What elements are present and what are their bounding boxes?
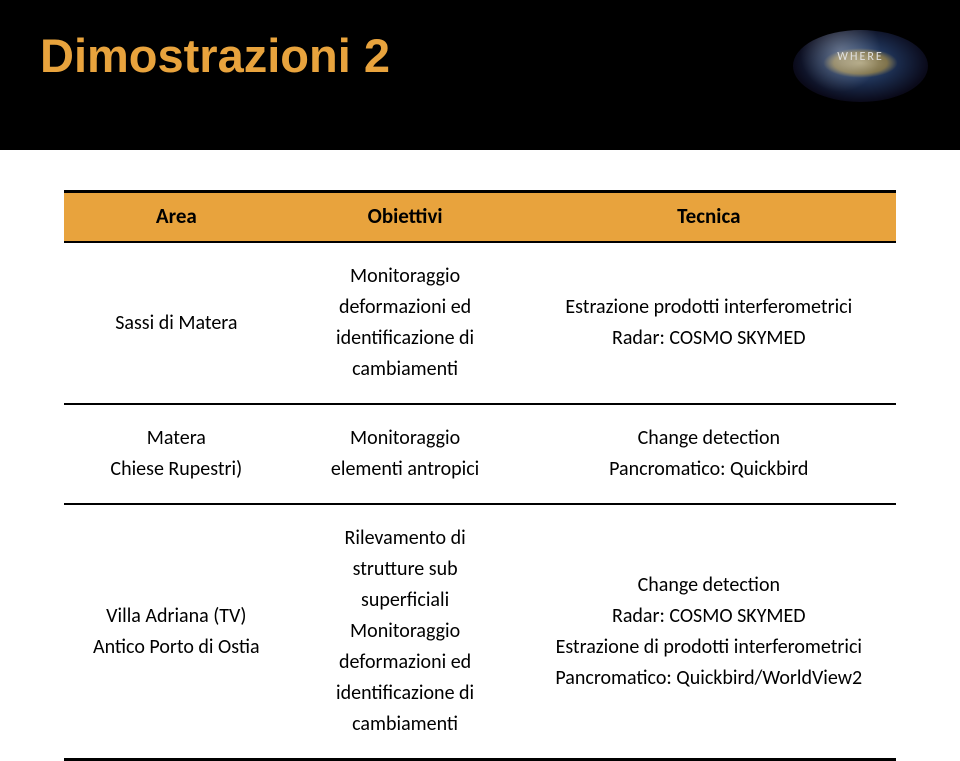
cell-tecnica: Change detection Pancromatico: Quickbird <box>522 404 896 504</box>
cell-area: Matera Chiese Rupestri) <box>64 404 289 504</box>
cell-obiettivi: Monitoraggio elementi antropici <box>289 404 522 504</box>
logo-text: WHERE <box>837 50 883 64</box>
col-header-area: Area <box>64 192 289 243</box>
data-table: Area Obiettivi Tecnica Sassi di Matera M… <box>64 190 896 761</box>
table-header-row: Area Obiettivi Tecnica <box>64 192 896 243</box>
col-header-tecnica: Tecnica <box>522 192 896 243</box>
cell-area: Sassi di Matera <box>64 242 289 404</box>
slide-title: Dimostrazioni 2 <box>40 28 920 83</box>
cell-tecnica: Estrazione prodotti interferometrici Rad… <box>522 242 896 404</box>
cell-obiettivi: Rilevamento di strutture sub superficial… <box>289 504 522 760</box>
cell-obiettivi: Monitoraggio deformazioni ed identificaz… <box>289 242 522 404</box>
globe-icon <box>793 30 928 102</box>
cell-area: Villa Adriana (TV) Antico Porto di Ostia <box>64 504 289 760</box>
col-header-obiettivi: Obiettivi <box>289 192 522 243</box>
content-area: Area Obiettivi Tecnica Sassi di Matera M… <box>0 150 960 761</box>
table-row: Sassi di Matera Monitoraggio deformazion… <box>64 242 896 404</box>
header-logo: WHERE <box>793 30 928 102</box>
table-row: Villa Adriana (TV) Antico Porto di Ostia… <box>64 504 896 760</box>
cell-tecnica: Change detection Radar: COSMO SKYMED Est… <box>522 504 896 760</box>
table-row: Matera Chiese Rupestri) Monitoraggio ele… <box>64 404 896 504</box>
slide-header: Dimostrazioni 2 WHERE <box>0 0 960 150</box>
